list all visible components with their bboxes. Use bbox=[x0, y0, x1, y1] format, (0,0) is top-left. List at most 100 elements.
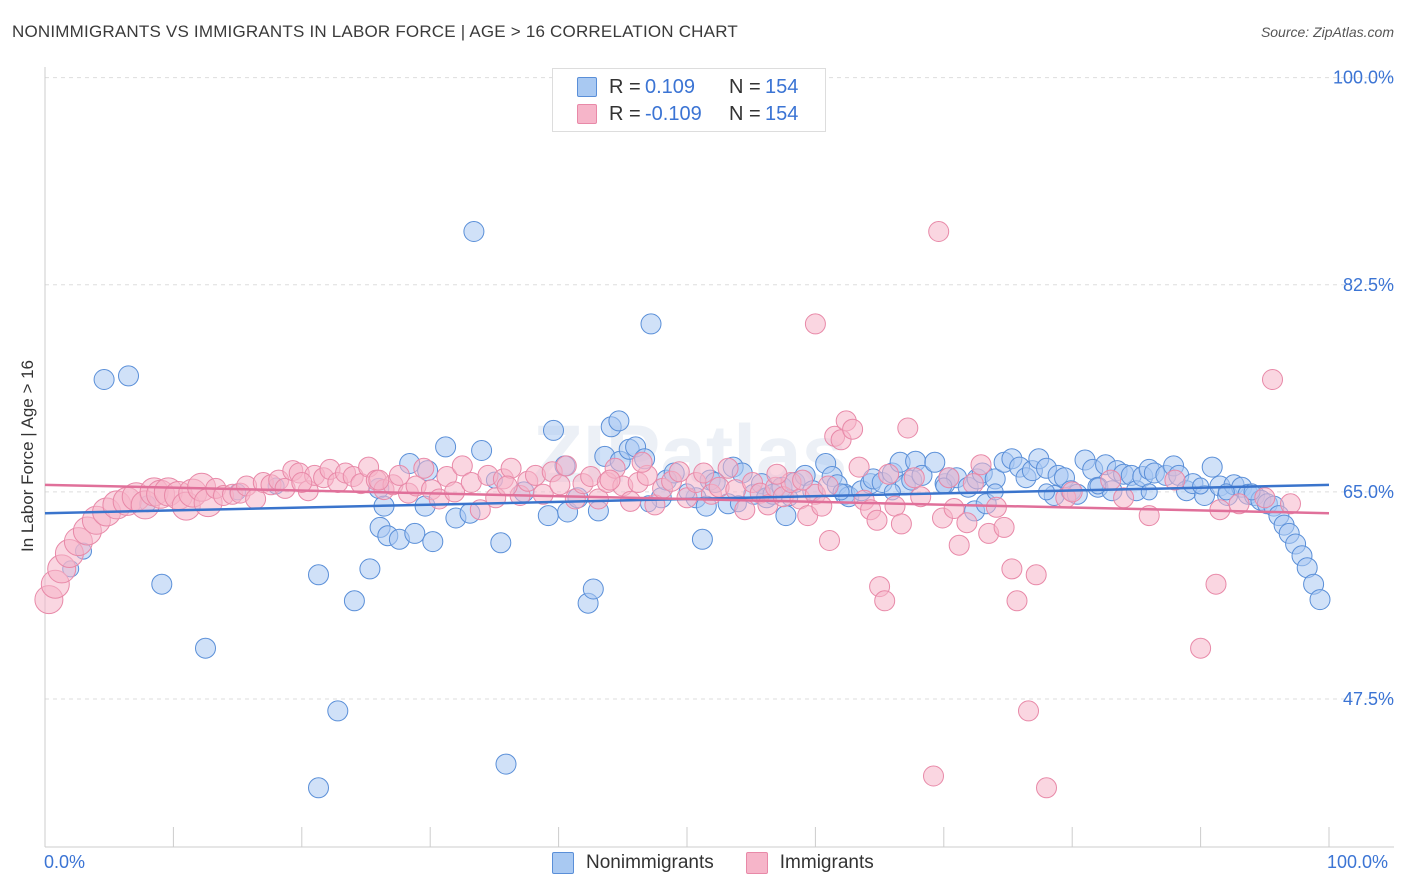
y-tick-label: 47.5% bbox=[1343, 689, 1394, 709]
legend-n-value: 154 bbox=[765, 75, 799, 98]
immigrants-point bbox=[804, 313, 826, 335]
y-tick-label: 65.0% bbox=[1343, 482, 1394, 502]
legend-r-value: -0.109 bbox=[645, 102, 702, 125]
immigrants-point bbox=[734, 499, 756, 521]
legend-r-value: 0.109 bbox=[645, 75, 696, 98]
legend-r-label: R = bbox=[609, 102, 641, 125]
legend-row-nonimmigrants: R = 0.109 N = 154 bbox=[577, 74, 798, 100]
immigrants-point bbox=[1006, 590, 1028, 612]
immigrants-point bbox=[717, 457, 739, 479]
legend-swatch-blue bbox=[552, 852, 574, 874]
immigrants-point bbox=[1001, 558, 1023, 580]
immigrants-point bbox=[956, 512, 978, 534]
legend-n-label: N = bbox=[729, 102, 761, 125]
nonimmigrants-point bbox=[640, 313, 662, 335]
immigrants-point bbox=[874, 590, 896, 612]
immigrants-point bbox=[1205, 573, 1227, 595]
immigrants-point bbox=[910, 486, 932, 508]
immigrants-point bbox=[943, 498, 965, 519]
immigrants-point bbox=[811, 495, 833, 517]
immigrants-point bbox=[948, 534, 970, 556]
nonimmigrants-point bbox=[924, 451, 946, 473]
immigrants-point bbox=[1036, 777, 1057, 799]
immigrants-point bbox=[1190, 637, 1212, 659]
immigrants-point bbox=[884, 495, 906, 517]
legend-swatch-pink bbox=[745, 852, 768, 874]
immigrants-point bbox=[500, 457, 522, 479]
immigrants-point bbox=[938, 467, 960, 489]
nonimmigrants-point bbox=[93, 369, 115, 390]
nonimmigrants-point bbox=[308, 777, 329, 799]
legend-swatch-pink bbox=[577, 104, 597, 124]
nonimmigrants-point bbox=[582, 578, 604, 600]
immigrants-point bbox=[923, 765, 944, 787]
immigrants-point bbox=[532, 483, 554, 505]
immigrants-point bbox=[555, 455, 577, 477]
nonimmigrants-point bbox=[691, 528, 713, 550]
immigrants-point bbox=[848, 456, 870, 478]
immigrants-point bbox=[451, 455, 473, 477]
x-tick-label-max: 100.0% bbox=[1327, 852, 1389, 872]
immigrants-point bbox=[897, 417, 919, 439]
immigrants-point bbox=[842, 418, 864, 440]
immigrants-point bbox=[291, 472, 313, 493]
nonimmigrants-point bbox=[404, 522, 426, 544]
immigrants-point bbox=[668, 461, 690, 483]
immigrants-point bbox=[817, 475, 839, 497]
immigrants-point bbox=[970, 454, 992, 476]
immigrants-point bbox=[368, 469, 390, 491]
legend-swatch-blue bbox=[577, 77, 597, 97]
legend-row-immigrants: R = -0.109 N = 154 bbox=[577, 101, 798, 127]
legend-item-nonimmigrants[interactable]: Nonimmigrants bbox=[552, 852, 714, 874]
immigrants-point bbox=[766, 463, 788, 485]
immigrants-point bbox=[599, 469, 621, 491]
chart-title: NONIMMIGRANTS VS IMMIGRANTS IN LABOR FOR… bbox=[12, 22, 738, 41]
legend-n-value: 154 bbox=[765, 102, 799, 125]
legend-n-label: N = bbox=[729, 75, 761, 98]
immigrants-point bbox=[1262, 369, 1283, 390]
nonimmigrants-point bbox=[463, 221, 485, 242]
immigrants-point bbox=[985, 496, 1007, 518]
immigrants-point bbox=[866, 509, 888, 531]
immigrants-point bbox=[496, 475, 518, 497]
y-axis-title: In Labor Force | Age > 16 bbox=[18, 359, 37, 553]
immigrants-point bbox=[1025, 564, 1047, 586]
nonimmigrants-point bbox=[495, 753, 517, 775]
legend-label-immigrants: Immigrants bbox=[779, 852, 874, 873]
nonimmigrants-point bbox=[422, 531, 444, 553]
immigrants-point bbox=[444, 481, 466, 503]
immigrants-point bbox=[587, 488, 609, 510]
immigrants-point bbox=[1164, 469, 1186, 491]
trend-lines bbox=[44, 483, 1330, 515]
immigrants-point bbox=[1228, 493, 1250, 515]
nonimmigrants-point bbox=[359, 558, 381, 580]
nonimmigrants-point bbox=[308, 564, 329, 586]
nonimmigrants-point bbox=[775, 505, 797, 527]
nonimmigrants-point bbox=[118, 365, 139, 387]
nonimmigrants-point bbox=[1201, 456, 1223, 478]
immigrants-point bbox=[890, 513, 912, 535]
nonimmigrants-point bbox=[195, 637, 216, 659]
x-tick-label-min: 0.0% bbox=[44, 852, 86, 872]
nonimmigrants-point bbox=[1192, 477, 1210, 495]
legend-label-nonimmigrants: Nonimmigrants bbox=[586, 852, 714, 873]
immigrants-point bbox=[819, 530, 840, 551]
nonimmigrants-point bbox=[537, 505, 559, 527]
axes bbox=[44, 67, 1394, 848]
immigrants-point bbox=[1280, 493, 1301, 515]
immigrants-point bbox=[549, 474, 571, 496]
immigrants-point bbox=[962, 473, 984, 495]
y-tick-labels: 47.5% 65.0% 82.5% 100.0% bbox=[1333, 68, 1394, 709]
immigrants-point bbox=[388, 464, 410, 486]
nonimmigrants-point bbox=[490, 532, 512, 554]
legend-item-immigrants[interactable]: Immigrants bbox=[745, 852, 874, 874]
y-tick-label: 82.5% bbox=[1343, 275, 1394, 295]
immigrants-point bbox=[631, 451, 653, 473]
immigrants-point bbox=[1018, 700, 1039, 722]
series-legend: Nonimmigrants Immigrants bbox=[552, 852, 906, 874]
nonimmigrants-point bbox=[1140, 483, 1158, 501]
grid-lines bbox=[45, 77, 1394, 700]
immigrants-trend-line bbox=[44, 483, 1330, 515]
immigrants-point bbox=[1100, 469, 1122, 491]
